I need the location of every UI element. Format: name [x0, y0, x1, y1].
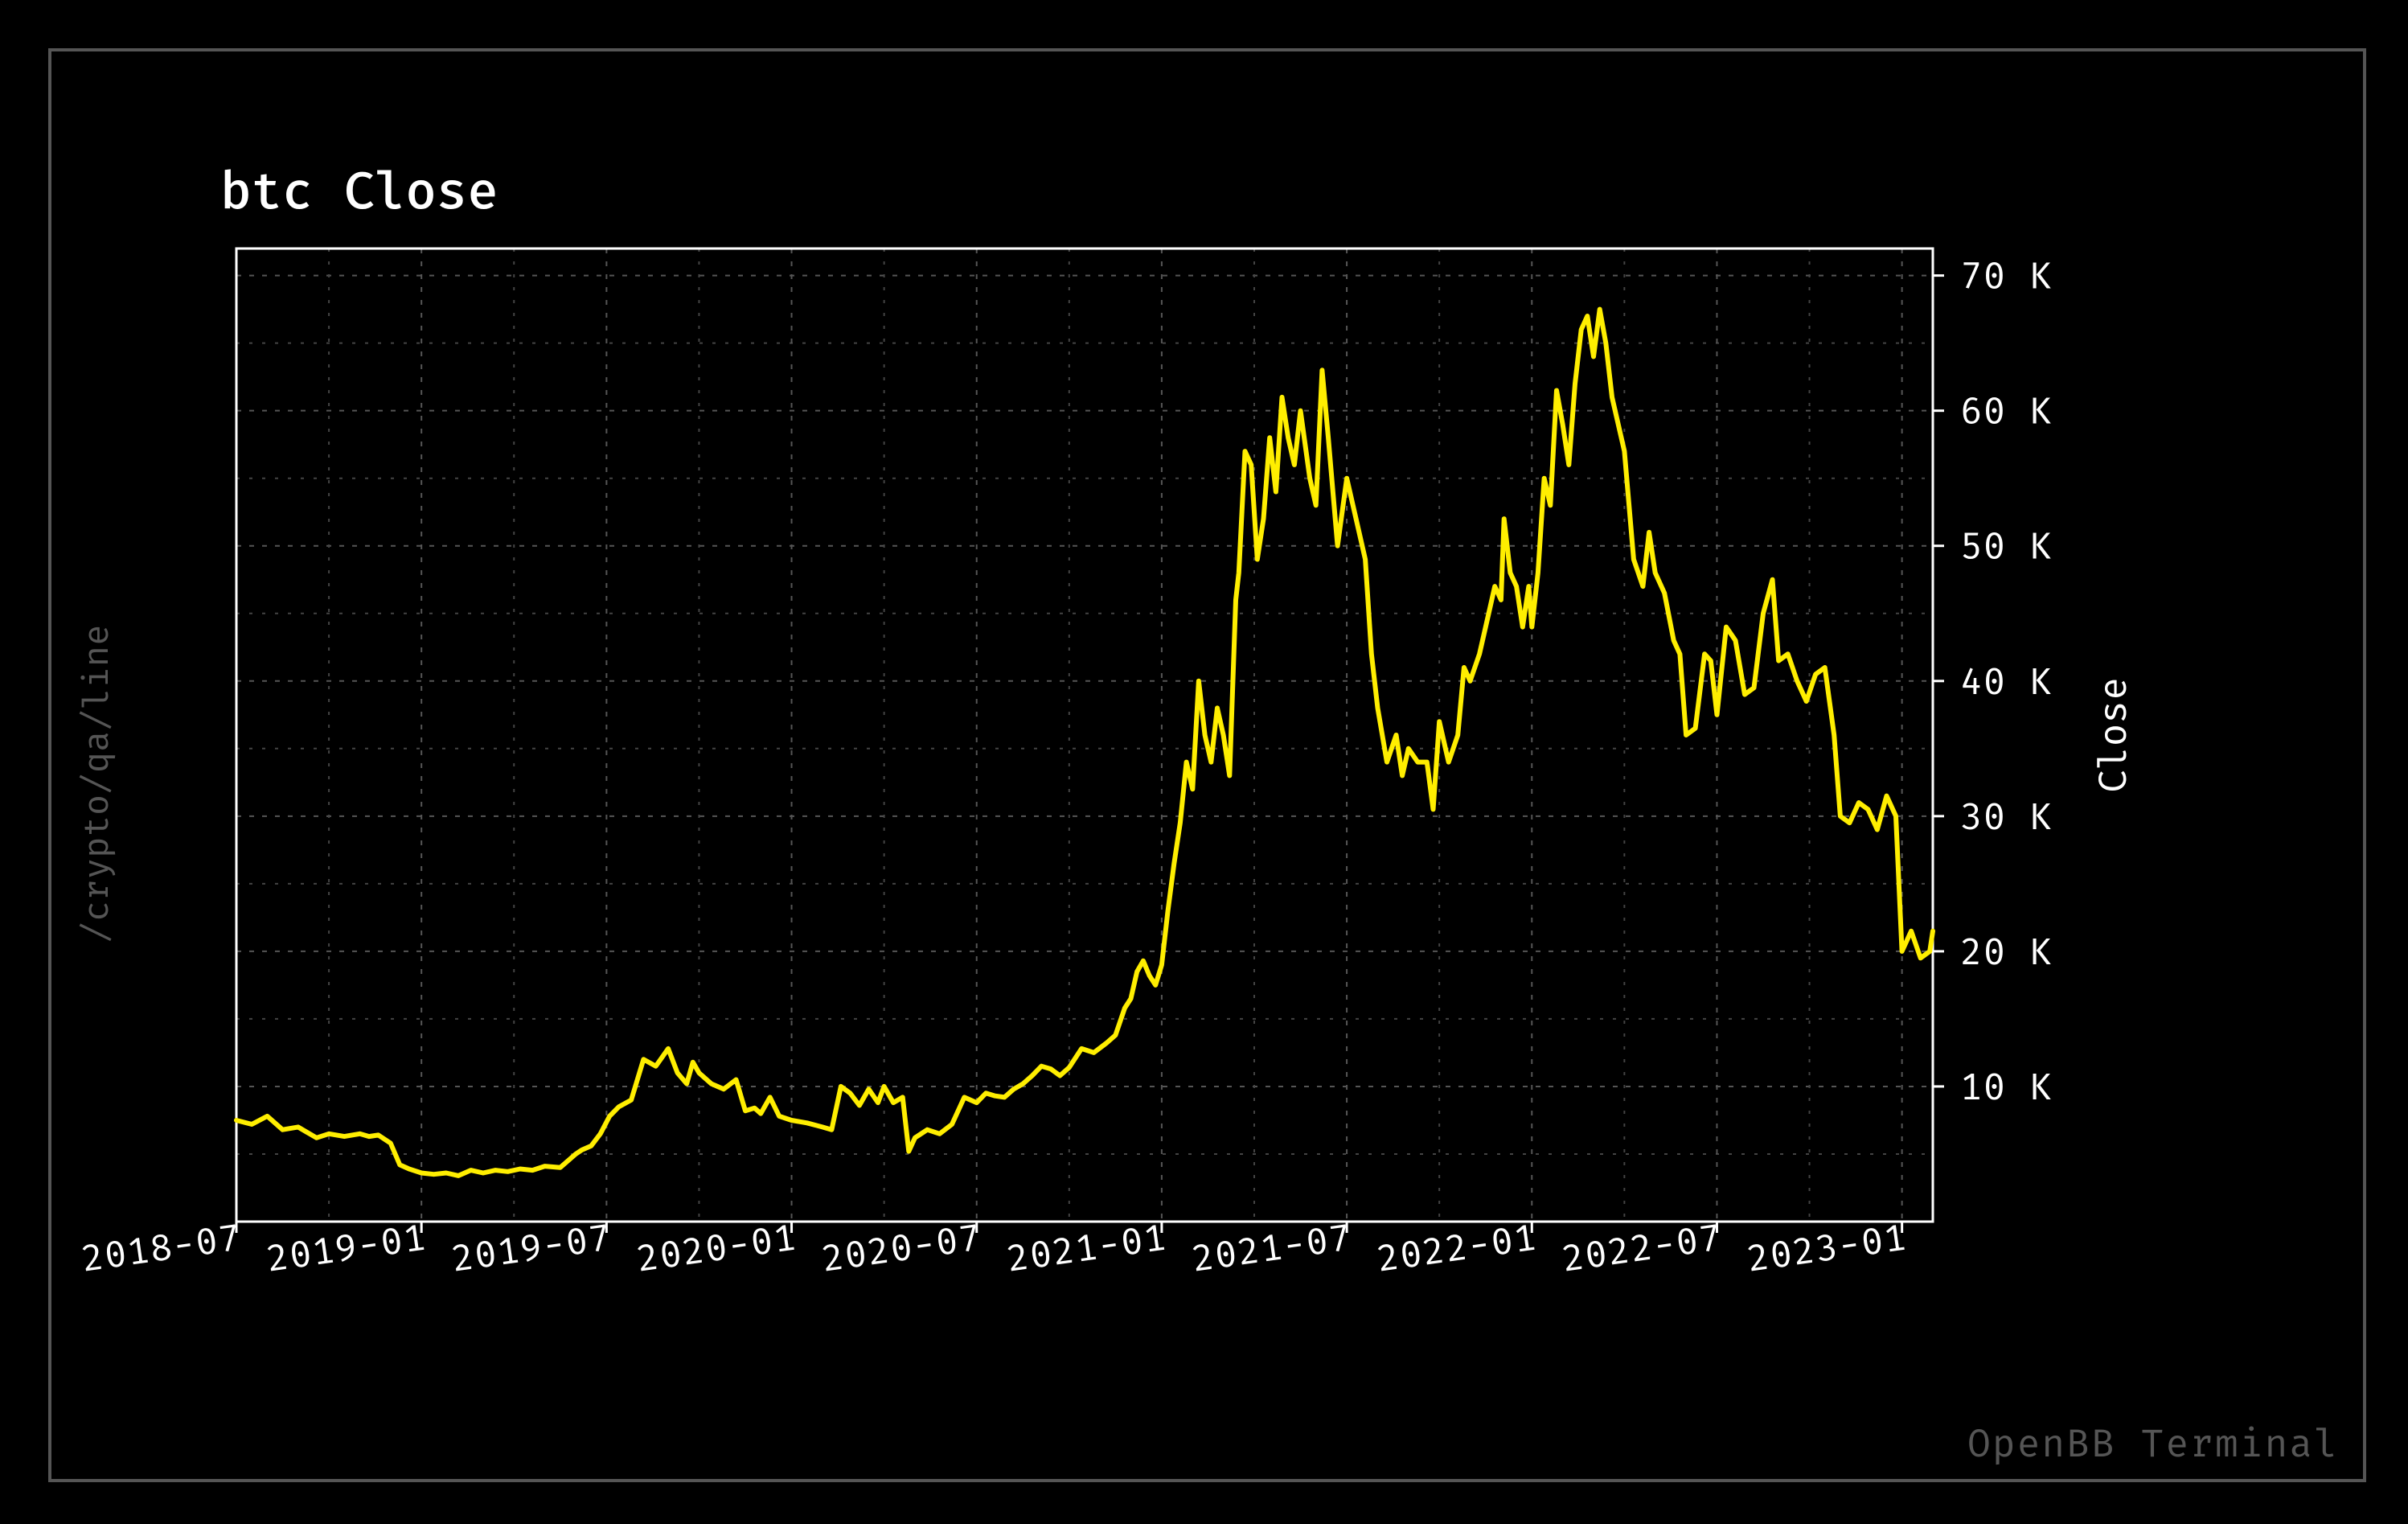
y-axis-label: Close	[2090, 677, 2136, 793]
chart-panel: btc Close 10 K 20 K 30 K 40 K 50 K 60 K 70 K 201…	[48, 48, 2366, 1482]
ytick-label: 20 K	[1960, 930, 2052, 975]
xtick-label: 2021-07	[1189, 1215, 1355, 1281]
xtick-label: 2019-01	[264, 1215, 429, 1281]
xtick-label: 2018-07	[79, 1215, 244, 1281]
price-line	[236, 310, 1933, 1176]
xtick-label: 2020-07	[819, 1215, 985, 1281]
xtick-label: 2020-01	[634, 1215, 799, 1281]
ytick-label: 30 K	[1960, 795, 2052, 840]
chart-outer-frame: btc Close 10 K 20 K 30 K 40 K 50 K 60 K 70 K 201…	[0, 0, 2408, 1524]
xtick-label: 2021-01	[1004, 1215, 1170, 1281]
ytick-label: 70 K	[1960, 255, 2052, 299]
xtick-label: 2019-07	[449, 1215, 614, 1281]
ytick-label: 50 K	[1960, 525, 2052, 569]
plot-border	[236, 249, 1933, 1222]
xtick-label: 2023-01	[1745, 1215, 1910, 1281]
chart-title: btc Close	[220, 160, 498, 222]
xtick-label: 2022-07	[1559, 1215, 1725, 1281]
ytick-label: 60 K	[1960, 390, 2052, 434]
command-path-label: /crypto/qa/line	[75, 625, 117, 943]
xtick-label: 2022-01	[1374, 1215, 1540, 1281]
chart-svg: btc Close 10 K 20 K 30 K 40 K 50 K 60 K 70 K 201…	[51, 51, 2363, 1479]
ytick-label: 10 K	[1960, 1066, 2052, 1110]
ytick-label: 40 K	[1960, 660, 2052, 704]
watermark: OpenBB Terminal	[1967, 1420, 2339, 1467]
